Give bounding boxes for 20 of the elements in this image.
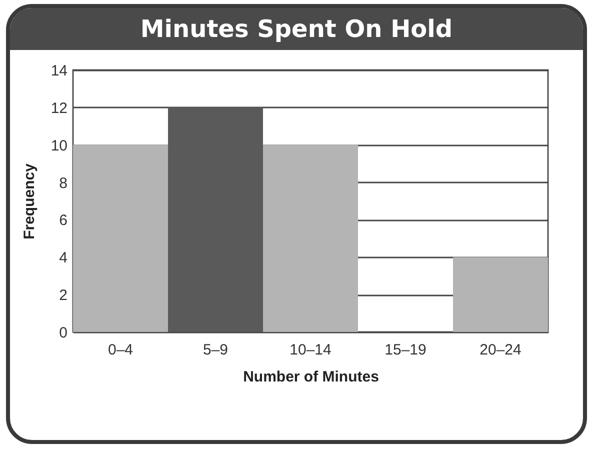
x-tick-label: 15–19 xyxy=(384,342,426,358)
x-tick-label: 10–14 xyxy=(290,342,332,358)
y-tick-label: 10 xyxy=(50,137,68,154)
x-tick-label: 0–4 xyxy=(108,342,134,358)
x-tick-label: 5–9 xyxy=(202,342,228,358)
y-tick-label: 6 xyxy=(59,212,68,230)
x-axis-title: Number of Minutes xyxy=(243,368,379,386)
y-tick-label: 14 xyxy=(50,62,68,80)
y-tick-label: 4 xyxy=(59,250,68,267)
x-tick-label: 20–24 xyxy=(480,342,522,358)
y-tick-label: 12 xyxy=(50,100,68,117)
bar xyxy=(453,257,548,332)
y-tick-label: 2 xyxy=(59,287,68,304)
bar xyxy=(263,144,358,332)
chart-title: Minutes Spent On Hold xyxy=(10,8,583,50)
bar xyxy=(73,144,168,332)
bar xyxy=(168,107,263,332)
y-tick-label: 0 xyxy=(59,324,68,342)
y-axis-title: Frequency xyxy=(20,162,38,240)
y-tick-label: 8 xyxy=(59,174,68,192)
